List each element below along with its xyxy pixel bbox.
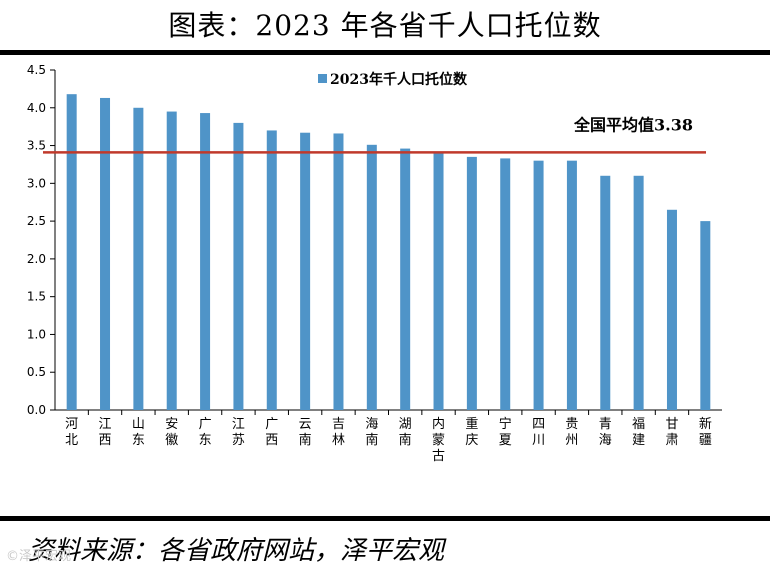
y-tick-label: 1.5	[27, 290, 46, 304]
x-category-label: 四川	[532, 417, 545, 448]
x-category-label: 江西	[99, 417, 112, 448]
y-tick-label: 0.0	[27, 403, 46, 417]
bar	[700, 221, 711, 410]
top-rule	[0, 50, 770, 55]
x-category-label: 广西	[265, 417, 278, 448]
average-line-group: 全国平均值3.38	[43, 115, 706, 154]
average-label: 全国平均值3.38	[573, 115, 693, 134]
bar	[533, 160, 544, 410]
bar	[566, 160, 577, 410]
bar	[233, 122, 244, 410]
bar	[466, 156, 477, 410]
axes	[54, 70, 722, 415]
bar	[633, 175, 644, 410]
x-category-label: 福建	[632, 417, 645, 448]
x-category-label: 安徽	[165, 417, 178, 448]
bar	[333, 133, 344, 410]
bottom-rule	[0, 516, 770, 521]
x-category-label: 吉林	[332, 417, 345, 448]
y-tick-label: 3.0	[27, 176, 46, 190]
legend-swatch	[318, 74, 327, 83]
bar	[600, 175, 611, 410]
bar	[266, 130, 277, 410]
watermark: ©泽平宏观	[6, 549, 72, 564]
bar	[300, 132, 311, 410]
x-category-label: 青海	[599, 417, 612, 448]
x-category-label: 内蒙古	[432, 416, 445, 464]
y-tick-label: 4.5	[27, 63, 46, 77]
bar	[666, 209, 677, 410]
bar	[100, 97, 111, 410]
source-note: 资料来源：各省政府网站，泽平宏观	[28, 536, 445, 566]
x-category-label: 新疆	[699, 416, 712, 448]
y-ticks: 0.0 0.5 1.0 1.5 2.0 2.5 3.0 3.5 4.0 4.5	[27, 63, 55, 417]
bar	[366, 144, 377, 411]
x-category-label: 宁夏	[499, 416, 512, 448]
x-category-label: 贵州	[565, 417, 578, 448]
x-category-label: 云南	[299, 417, 312, 448]
bars	[66, 94, 711, 411]
bar	[200, 113, 211, 411]
bar	[500, 158, 511, 410]
x-category-label: 湖南	[399, 417, 412, 448]
x-category-label: 甘肃	[665, 417, 678, 448]
x-category-label: 山东	[132, 417, 145, 448]
bar	[66, 94, 77, 410]
x-category-label: 重庆	[465, 416, 478, 448]
bar	[400, 148, 411, 411]
y-tick-label: 0.5	[27, 365, 46, 379]
bar	[133, 107, 144, 411]
y-tick-label: 4.0	[27, 101, 46, 115]
chart-title: 图表：2023 年各省千人口托位数	[168, 9, 602, 42]
x-category-label: 广东	[199, 417, 212, 448]
y-tick-label: 3.5	[27, 139, 46, 153]
bar	[433, 153, 444, 410]
x-category-label: 河北	[65, 417, 78, 448]
y-tick-label: 2.0	[27, 252, 46, 266]
x-category-label: 江苏	[232, 417, 245, 448]
x-category-label: 海南	[365, 417, 378, 448]
bar-chart: 0.00.51.01.52.02.53.03.54.04.5 河北江西山东安徽广…	[27, 63, 722, 464]
y-tick-label: 1.0	[27, 327, 46, 341]
legend: 2023年千人口托位数	[318, 71, 468, 88]
y-tick-label: 2.5	[27, 214, 46, 228]
legend-label: 2023年千人口托位数	[330, 71, 468, 88]
bar	[166, 111, 177, 411]
